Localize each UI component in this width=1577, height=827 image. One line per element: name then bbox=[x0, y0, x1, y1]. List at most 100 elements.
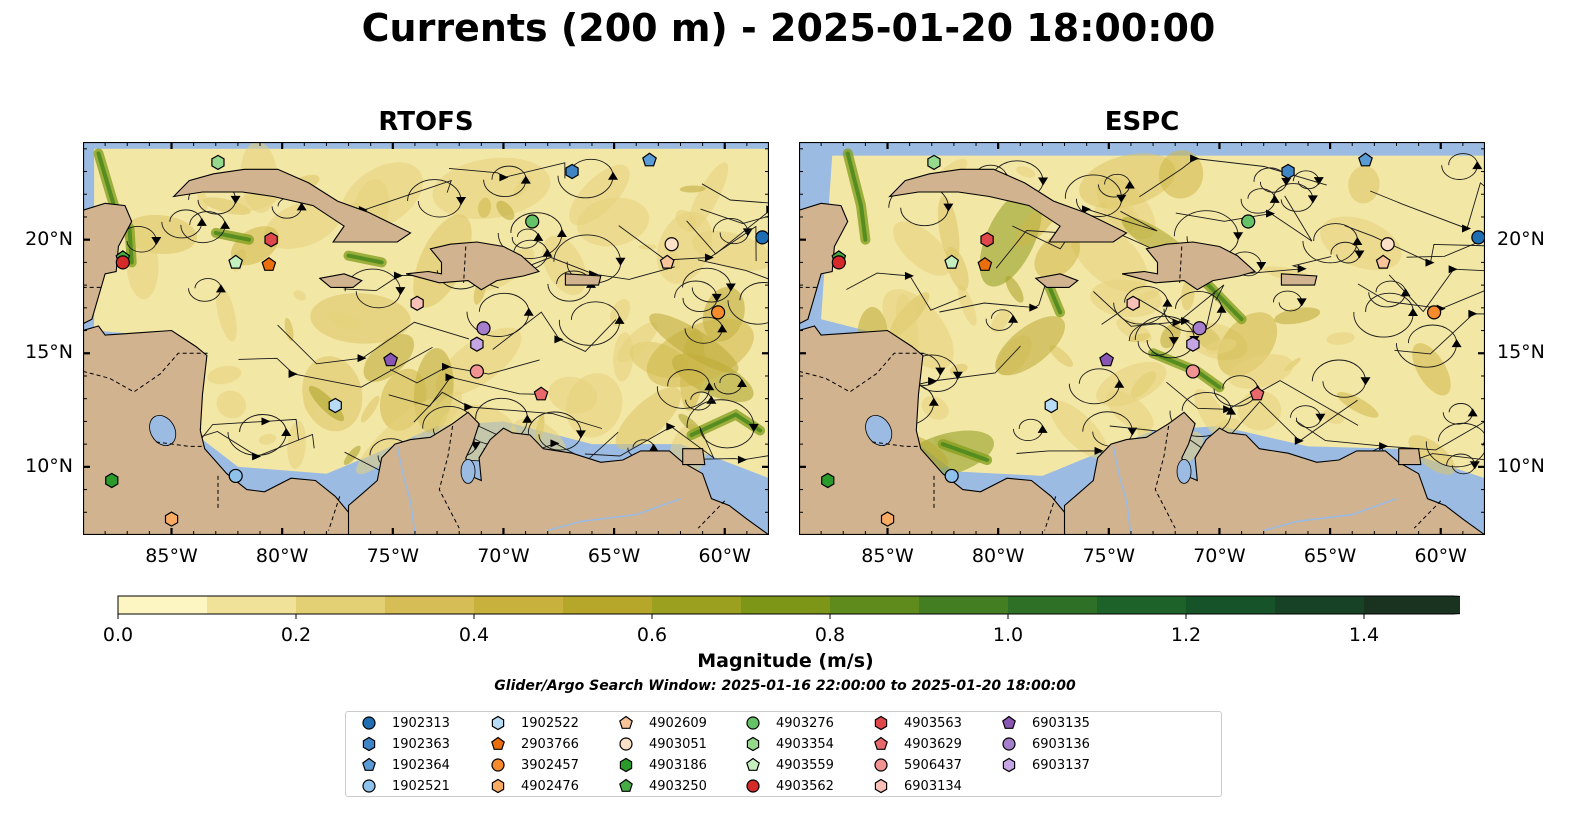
circle-marker-icon bbox=[619, 737, 633, 751]
circle-marker-icon bbox=[362, 779, 376, 793]
legend-label: 4902476 bbox=[521, 778, 579, 794]
float-marker-4902609 bbox=[659, 254, 675, 269]
land-puerto-rico bbox=[564, 273, 602, 286]
legend-item: 5906437 bbox=[872, 757, 962, 773]
x-tick-label-rtofs: 80°W bbox=[255, 545, 309, 567]
hexagon-marker-icon bbox=[491, 715, 505, 731]
legend-label: 1902521 bbox=[392, 778, 450, 794]
legend-item: 4903562 bbox=[744, 778, 834, 794]
land-south-america bbox=[83, 411, 769, 535]
float-marker-6903135 bbox=[383, 352, 399, 367]
float-marker-5906437 bbox=[469, 364, 484, 379]
legend-item: 6903136 bbox=[1000, 736, 1090, 752]
float-marker-6903134 bbox=[410, 295, 424, 311]
legend-item: 1902521 bbox=[360, 778, 450, 794]
y-tick-label-right: 10°N bbox=[1497, 454, 1545, 477]
land-hispaniola bbox=[1121, 241, 1257, 291]
float-marker-4903186 bbox=[821, 472, 835, 489]
colorbar-segment bbox=[1186, 596, 1276, 614]
float-marker-4902609 bbox=[1375, 254, 1391, 269]
float-marker-4903276 bbox=[1241, 214, 1256, 229]
float-marker-4902476 bbox=[164, 511, 179, 527]
legend-item: 6903134 bbox=[872, 778, 962, 794]
legend-item: 2903766 bbox=[489, 736, 579, 752]
y-tick-label-right: 20°N bbox=[1497, 227, 1545, 250]
colorbar-segment bbox=[296, 596, 386, 614]
legend-item: 4902476 bbox=[489, 778, 579, 794]
colorbar-segment bbox=[207, 596, 297, 614]
circle-marker-icon bbox=[874, 758, 888, 772]
legend-item: 1902313 bbox=[360, 715, 450, 731]
land-hispaniola bbox=[405, 241, 541, 291]
legend-marker-1902313 bbox=[362, 716, 376, 730]
land-cuba bbox=[172, 168, 412, 243]
legend-label: 4903186 bbox=[649, 757, 707, 773]
map-panel-rtofs bbox=[83, 142, 769, 535]
legend-item: 4903250 bbox=[617, 778, 707, 794]
hexagon-marker-icon bbox=[874, 778, 888, 794]
float-marker-1902522 bbox=[1044, 397, 1058, 414]
float-marker-1902363 bbox=[565, 163, 579, 180]
legend-label: 2903766 bbox=[521, 736, 579, 752]
float-marker-4903629 bbox=[533, 386, 549, 401]
legend-label: 4903562 bbox=[776, 778, 834, 794]
float-marker-6903137 bbox=[470, 336, 484, 352]
legend-item: 4903186 bbox=[617, 757, 707, 773]
legend-label: 6903137 bbox=[1032, 757, 1090, 773]
hexagon-marker-icon bbox=[619, 757, 633, 773]
float-marker-1902364 bbox=[1358, 152, 1373, 167]
legend-label: 4903354 bbox=[776, 736, 834, 752]
legend-label: 1902313 bbox=[392, 715, 450, 731]
colorbar-tick-label: 0.4 bbox=[458, 624, 490, 646]
legend-marker-4903186 bbox=[619, 757, 633, 773]
land-yucatan bbox=[83, 202, 133, 325]
x-tick-label-espc: 70°W bbox=[1193, 545, 1246, 567]
colorbar-segment bbox=[1275, 596, 1365, 614]
hexagon-marker-icon bbox=[874, 715, 888, 731]
legend-marker-4903276 bbox=[746, 716, 760, 730]
colorbar-segment bbox=[385, 596, 475, 614]
float-marker-1902521 bbox=[228, 468, 243, 484]
panel-title-rtofs: RTOFS bbox=[378, 107, 474, 137]
legend-marker-4903354 bbox=[746, 736, 760, 752]
colorbar-segment bbox=[474, 596, 564, 614]
float-marker-4903562 bbox=[115, 255, 130, 270]
legend-item: 4903629 bbox=[872, 736, 962, 752]
float-marker-4903051 bbox=[1380, 237, 1395, 252]
circle-marker-icon bbox=[746, 779, 760, 793]
hexagon-marker-icon bbox=[491, 778, 505, 794]
pentagon-marker-icon bbox=[874, 736, 888, 750]
colorbar-tick-label: 0.8 bbox=[814, 624, 846, 646]
float-marker-1902521 bbox=[944, 468, 959, 484]
float-marker-6903137 bbox=[1186, 336, 1200, 352]
colorbar-segment bbox=[1364, 596, 1454, 614]
legend-label: 4903051 bbox=[649, 736, 707, 752]
float-marker-4903563 bbox=[264, 232, 278, 248]
legend-item: 1902363 bbox=[360, 736, 450, 752]
legend-marker-4903562 bbox=[746, 779, 760, 793]
land-south-america bbox=[799, 411, 1485, 535]
legend-label: 3902457 bbox=[521, 757, 579, 773]
legend-marker-4903559 bbox=[746, 757, 760, 771]
float-legend: 1902313 1902363 1902364 1902521 1902522 29037… bbox=[345, 711, 1222, 797]
colorbar-segment bbox=[741, 596, 831, 614]
hexagon-marker-icon bbox=[362, 736, 376, 752]
x-tick-label-rtofs: 75°W bbox=[366, 545, 420, 567]
x-tick-label-espc: 85°W bbox=[861, 545, 914, 567]
land-central-america bbox=[83, 325, 354, 535]
colorbar-extend-arrow bbox=[1453, 596, 1460, 614]
panel-title-espc: ESPC bbox=[1104, 107, 1180, 137]
legend-marker-1902363 bbox=[362, 736, 376, 752]
x-tick-label-espc: 60°W bbox=[1414, 545, 1467, 567]
colorbar-segment bbox=[118, 596, 208, 614]
legend-label: 1902364 bbox=[392, 757, 450, 773]
legend-label: 6903134 bbox=[904, 778, 962, 794]
colorbar-tick-label: 0.0 bbox=[102, 624, 134, 646]
legend-item: 6903137 bbox=[1000, 757, 1090, 773]
x-tick-label-rtofs: 70°W bbox=[477, 545, 530, 567]
land-cuba bbox=[888, 168, 1128, 243]
float-marker-4903562 bbox=[831, 255, 846, 270]
legend-label: 6903135 bbox=[1032, 715, 1090, 731]
float-marker-1902313 bbox=[1471, 230, 1485, 245]
colorbar-tick-label: 1.0 bbox=[992, 624, 1024, 646]
